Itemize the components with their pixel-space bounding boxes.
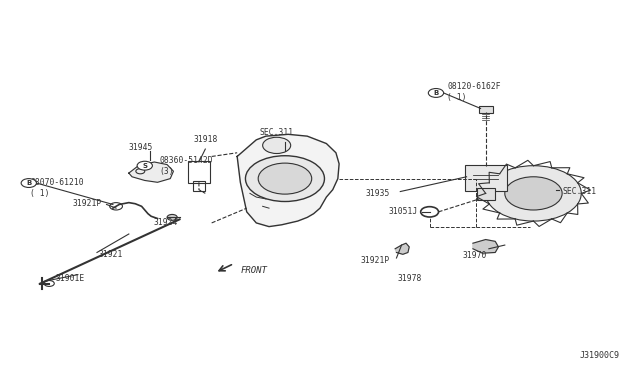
Text: SEC.311: SEC.311 (562, 187, 596, 196)
Text: 31945: 31945 (128, 143, 152, 152)
Circle shape (258, 163, 312, 194)
Text: S: S (142, 163, 147, 169)
FancyBboxPatch shape (479, 106, 493, 112)
Circle shape (167, 214, 177, 220)
Text: SEC.311: SEC.311 (260, 128, 294, 137)
Circle shape (505, 177, 562, 210)
Text: 08070-61210
( 1): 08070-61210 ( 1) (30, 178, 84, 198)
Text: 31918: 31918 (193, 135, 218, 144)
Text: 31970: 31970 (462, 251, 486, 260)
Polygon shape (237, 134, 339, 227)
FancyBboxPatch shape (465, 164, 507, 191)
Text: 31051J: 31051J (388, 206, 417, 216)
Text: 31921P: 31921P (361, 256, 390, 265)
Text: J31900C9: J31900C9 (579, 350, 620, 359)
Polygon shape (129, 162, 173, 182)
Text: FRONT: FRONT (241, 266, 268, 275)
Circle shape (486, 166, 581, 221)
FancyBboxPatch shape (477, 188, 495, 200)
Polygon shape (395, 243, 409, 254)
Text: 08360-5142D
(3): 08360-5142D (3) (159, 156, 213, 176)
Circle shape (21, 179, 36, 187)
Text: 08120-6162F
( 1): 08120-6162F ( 1) (447, 82, 501, 102)
Text: 31978: 31978 (397, 274, 421, 283)
Polygon shape (473, 240, 499, 253)
Text: B: B (26, 180, 31, 186)
Text: 31935: 31935 (365, 189, 390, 198)
Text: 31901E: 31901E (56, 274, 85, 283)
Circle shape (137, 161, 152, 170)
Circle shape (246, 156, 324, 202)
Circle shape (262, 137, 291, 154)
Text: 31924: 31924 (154, 218, 178, 227)
Text: 31921P: 31921P (73, 199, 102, 208)
Text: B: B (433, 90, 438, 96)
Text: 31921: 31921 (99, 250, 123, 259)
Circle shape (428, 89, 444, 97)
